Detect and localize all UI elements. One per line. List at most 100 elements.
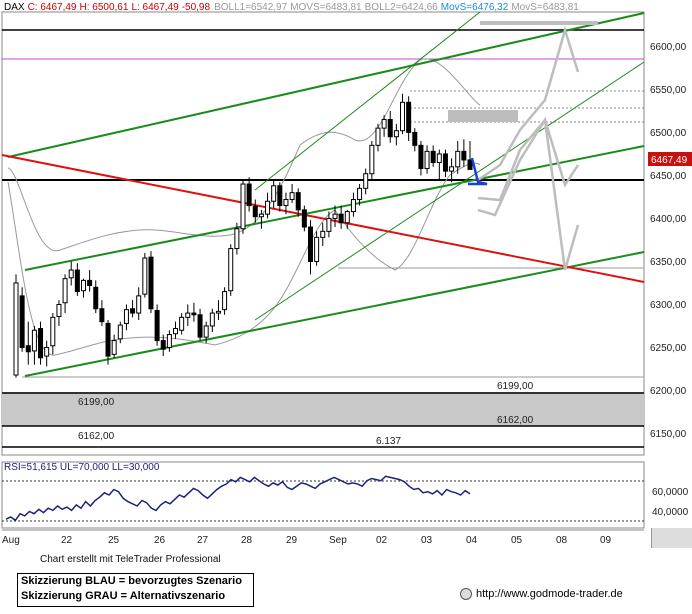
candle-body — [455, 150, 461, 168]
candle-body — [123, 309, 129, 324]
candle-body — [406, 101, 412, 133]
green-channel-lower — [24, 251, 645, 377]
legend-box: Skizzierung BLAU = bevorzugtes Szenario … — [17, 573, 254, 607]
candle-body — [197, 314, 203, 338]
candle-body — [461, 150, 467, 161]
candle-body — [381, 119, 387, 129]
candle-body — [160, 340, 166, 350]
candle-body — [332, 213, 338, 219]
candle-body — [209, 312, 215, 327]
candle-body — [277, 185, 283, 207]
candle-body — [449, 166, 455, 172]
x-tick: 29 — [286, 535, 298, 546]
green-thin-lower — [254, 61, 645, 321]
rsi-tick: 40,0000 — [652, 507, 689, 518]
candle-body — [136, 295, 142, 314]
x-tick: 08 — [556, 535, 568, 546]
x-tick: 28 — [241, 535, 253, 546]
green-channel-upper — [7, 12, 645, 158]
bollinger-lower — [7, 162, 481, 356]
candle-body — [74, 269, 80, 293]
scenario-gray-path-2 — [477, 117, 580, 202]
label-6137: 6.137 — [376, 436, 401, 447]
x-tick: 22 — [61, 535, 73, 546]
bollinger-upper — [7, 58, 481, 252]
resistance-box-top — [480, 21, 598, 25]
price-tick: 6450,00 — [650, 171, 687, 182]
candle-body — [56, 303, 62, 318]
price-tick: 6250,00 — [650, 343, 687, 354]
source-link[interactable]: http://www.godmode-trader.de — [460, 588, 623, 600]
candle-body — [289, 192, 295, 201]
label-6162-left: 6162,00 — [78, 431, 115, 442]
candle-body — [154, 309, 160, 342]
candle-body — [252, 205, 258, 218]
candle-body — [234, 228, 240, 250]
candle-body — [436, 153, 442, 164]
candle-body — [148, 256, 154, 310]
current-price-label: 6467,49 — [651, 155, 688, 166]
chart-corner-button[interactable] — [651, 528, 692, 548]
rsi-title: RSI=51,615 UL=70,000 LL=30,000 — [4, 462, 160, 473]
candle-body — [99, 308, 105, 323]
candle-body — [117, 324, 123, 340]
scenario-gray — [477, 25, 580, 271]
candle-body — [400, 101, 406, 132]
candle-body — [93, 286, 99, 310]
label-6199-right: 6199,00 — [497, 381, 534, 392]
candle-body — [13, 282, 19, 376]
x-tick: 03 — [421, 535, 433, 546]
candle-body — [301, 209, 307, 228]
globe-icon — [460, 588, 472, 600]
current-price-badge — [648, 152, 692, 166]
candle-body — [166, 334, 172, 348]
candle-body — [222, 291, 228, 311]
candle-body — [326, 217, 332, 232]
candle-body — [350, 199, 356, 213]
candle-body — [271, 185, 277, 202]
candle-body — [412, 131, 418, 146]
x-tick: 05 — [511, 535, 523, 546]
candle-body — [258, 213, 264, 218]
candle-body — [314, 236, 320, 262]
price-tick: 6150,00 — [650, 429, 687, 440]
x-tick: Aug — [2, 535, 20, 546]
candle-body — [80, 279, 86, 292]
candle-body — [375, 127, 381, 146]
candle-body — [173, 328, 179, 335]
scenario-gray-path-3 — [477, 116, 580, 271]
candle-body — [393, 130, 399, 138]
price-tick: 6550,00 — [650, 85, 687, 96]
candle-body — [185, 312, 191, 318]
red-downtrend — [1, 154, 645, 283]
source-url[interactable]: http://www.godmode-trader.de — [476, 588, 623, 600]
candle-body — [307, 226, 313, 262]
candle-body — [344, 211, 350, 224]
legend-blue: Skizzierung BLAU = bevorzugtes Szenario — [21, 575, 242, 587]
candle-body — [320, 230, 326, 238]
rsi-tick: 60,0000 — [652, 487, 689, 498]
price-tick: 6600,00 — [650, 42, 687, 53]
chart-credit: Chart erstellt mit TeleTrader Profession… — [40, 554, 221, 565]
price-axis: 6600,00 6550,00 6500,00 6450,00 6400,00 … — [650, 42, 687, 440]
candle-body — [203, 325, 209, 338]
candle-body — [228, 248, 234, 292]
x-tick: 27 — [197, 535, 209, 546]
candle-body — [179, 316, 185, 331]
candle-body — [240, 183, 246, 230]
candle-body — [19, 295, 25, 348]
x-tick: 04 — [466, 535, 478, 546]
candles-group — [13, 93, 473, 378]
candle-body — [295, 192, 301, 211]
candle-body — [68, 269, 74, 279]
candle-body — [215, 310, 221, 314]
candle-body — [31, 329, 37, 352]
candle-body — [338, 213, 344, 224]
price-tick: 6200,00 — [650, 386, 687, 397]
candle-body — [418, 144, 424, 170]
scenario-gray-path-1 — [477, 25, 580, 182]
green-channel-middle — [24, 145, 645, 271]
label-6199-left: 6199,00 — [78, 397, 115, 408]
price-tick: 6300,00 — [650, 300, 687, 311]
scenario-blue-path — [468, 157, 488, 186]
